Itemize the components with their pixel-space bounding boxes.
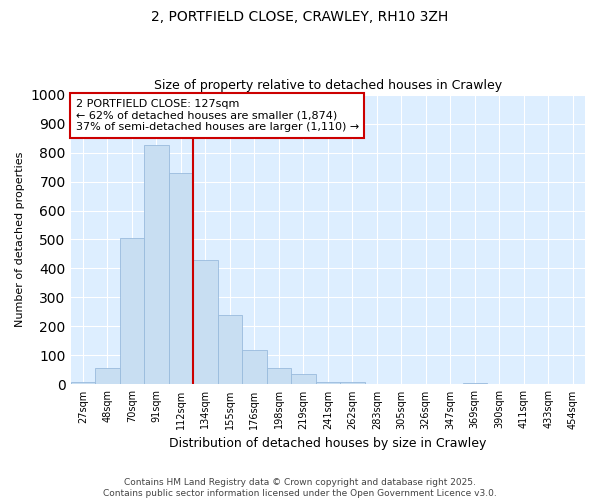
Bar (71, 382, 95, 384)
Bar (119, 238, 144, 384)
X-axis label: Distribution of detached houses by size in Crawley: Distribution of detached houses by size … (169, 437, 487, 450)
Bar (463, 383, 487, 384)
Bar (95, 368, 119, 384)
Bar (266, 368, 291, 384)
Bar (218, 315, 242, 384)
Bar (242, 350, 266, 384)
Text: 2, PORTFIELD CLOSE, CRAWLEY, RH10 3ZH: 2, PORTFIELD CLOSE, CRAWLEY, RH10 3ZH (151, 10, 449, 24)
Bar (316, 382, 340, 384)
Text: Contains HM Land Registry data © Crown copyright and database right 2025.
Contai: Contains HM Land Registry data © Crown c… (103, 478, 497, 498)
Y-axis label: Number of detached properties: Number of detached properties (15, 152, 25, 327)
Title: Size of property relative to detached houses in Crawley: Size of property relative to detached ho… (154, 79, 502, 92)
Bar (193, 260, 218, 384)
Text: 2 PORTFIELD CLOSE: 127sqm
← 62% of detached houses are smaller (1,874)
37% of se: 2 PORTFIELD CLOSE: 127sqm ← 62% of detac… (76, 99, 359, 132)
Bar (144, 146, 169, 384)
Bar (340, 382, 365, 384)
Bar (169, 174, 193, 384)
Bar (291, 374, 316, 384)
